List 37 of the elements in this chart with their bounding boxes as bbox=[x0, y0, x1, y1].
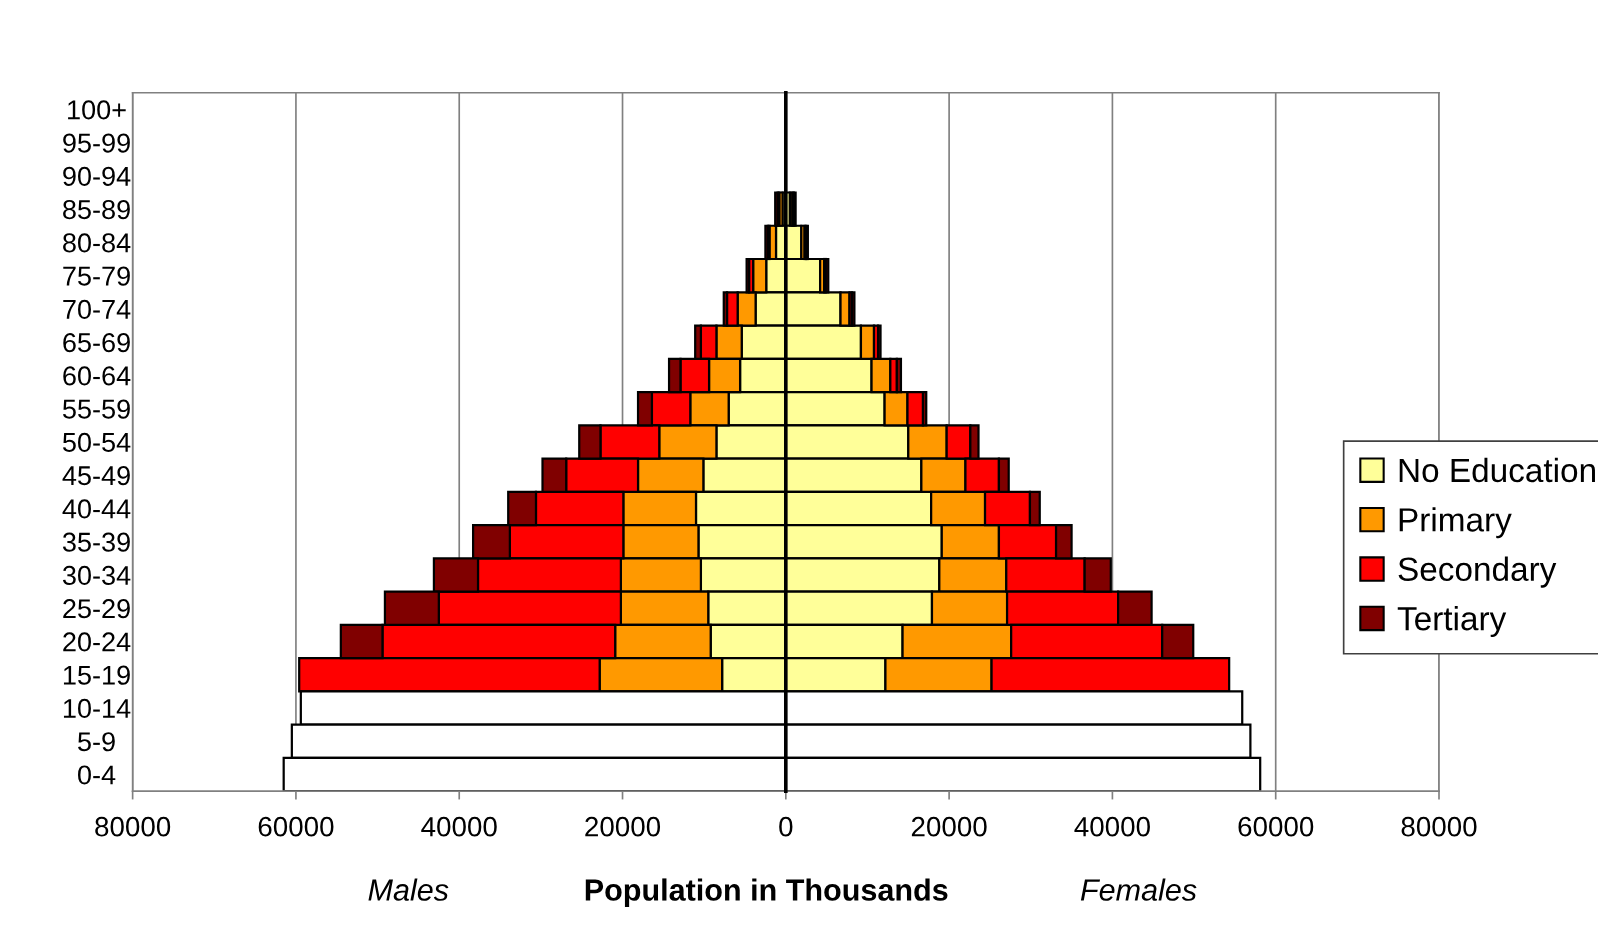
y-tick-label: 85-89 bbox=[63, 200, 130, 220]
y-tick-label: 25-29 bbox=[63, 599, 130, 619]
y-tick-label: 65-69 bbox=[63, 333, 130, 353]
y-tick-label: 70-74 bbox=[63, 299, 131, 319]
x-axis-title: Population in Thousands bbox=[585, 878, 948, 907]
y-tick-label: 40-44 bbox=[62, 499, 131, 519]
x-tick-label: 80000 bbox=[1401, 816, 1477, 837]
y-tick-label: 35-39 bbox=[62, 532, 130, 552]
y-tick-label: 100+ bbox=[68, 100, 126, 120]
y-tick-label: 75-79 bbox=[63, 266, 130, 286]
legend-label: Secondary bbox=[1398, 556, 1557, 588]
y-tick-label: 50-54 bbox=[62, 432, 131, 452]
x-tick-label: 80000 bbox=[95, 816, 171, 837]
y-tick-label: 15-19 bbox=[63, 665, 130, 685]
x-tick-label: 20000 bbox=[585, 816, 661, 837]
y-tick-label: 55-59 bbox=[62, 399, 130, 419]
y-tick-label: 20-24 bbox=[63, 632, 131, 652]
y-tick-label: 80-84 bbox=[63, 233, 131, 253]
legend-label: Primary bbox=[1399, 507, 1512, 539]
x-tick-label: 40000 bbox=[1074, 816, 1150, 837]
y-tick-label: 60-64 bbox=[63, 366, 131, 386]
legend-label: No Education bbox=[1399, 457, 1595, 483]
y-tick-label: 10-14 bbox=[63, 698, 131, 719]
x-tick-label: 60000 bbox=[1238, 816, 1314, 837]
y-tick-label: 95-99 bbox=[63, 133, 130, 153]
y-tick-label: 30-34 bbox=[62, 565, 131, 586]
x-tick-label: 0 bbox=[779, 816, 793, 837]
text: Females bbox=[1080, 878, 1197, 901]
y-tick-label: 5-9 bbox=[78, 732, 115, 752]
text: Males bbox=[368, 878, 449, 901]
legend-label: Tertiary bbox=[1397, 605, 1507, 638]
y-tick-label: 0-4 bbox=[78, 765, 116, 785]
x-tick-label: 40000 bbox=[421, 816, 497, 837]
y-tick-label: 45-49 bbox=[62, 466, 130, 486]
x-tick-label: 20000 bbox=[911, 816, 987, 837]
y-tick-label: 90-94 bbox=[63, 166, 131, 186]
x-tick-label: 60000 bbox=[258, 816, 334, 837]
